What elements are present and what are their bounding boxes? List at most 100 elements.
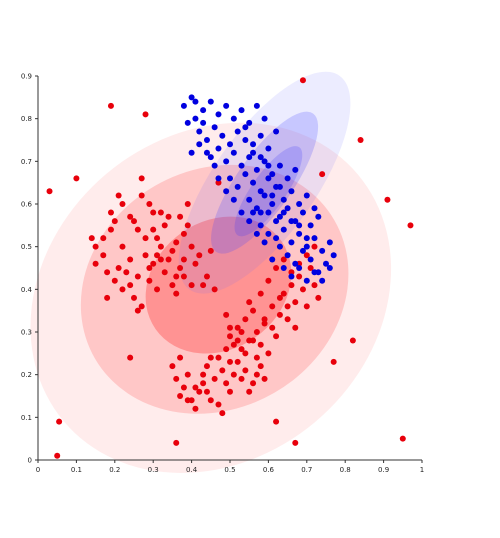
series-1-point-48 <box>246 196 253 203</box>
series-1-point-101 <box>311 205 318 212</box>
y-tick-label-0: 0 <box>28 457 32 465</box>
series-0-point-81 <box>203 273 210 280</box>
series-0-point-39 <box>184 201 191 207</box>
y-tick-label-1: 0.1 <box>21 414 32 422</box>
series-1-point-66 <box>319 247 326 254</box>
series-0-point-114 <box>303 252 310 259</box>
series-1-point-58 <box>257 222 264 229</box>
series-0-point-76 <box>165 256 172 263</box>
series-0-point-46 <box>154 286 161 293</box>
series-0-point-62 <box>177 213 184 220</box>
series-1-point-94 <box>257 209 264 216</box>
series-0-point-99 <box>280 290 287 297</box>
series-0-point-69 <box>100 252 107 259</box>
series-1-point-108 <box>192 98 199 105</box>
tick-labels: 0 0.1 0.2 0.3 0.4 0.5 0.6 0.7 0.8 0.9 1 0 0.1 0.2 0.3 0… <box>21 73 424 475</box>
series-0-point-107 <box>311 282 318 289</box>
y-tick-label-4: 0.4 <box>21 286 33 294</box>
series-0-point-137 <box>242 367 249 374</box>
series-0-point-131 <box>177 393 184 399</box>
series-0-point-60 <box>157 243 164 250</box>
series-0-point-115 <box>311 243 318 250</box>
series-0-point-119 <box>230 341 237 348</box>
series-1-point-17 <box>234 128 241 135</box>
series-0-point-13 <box>349 337 356 344</box>
series-0-point-127 <box>192 405 199 412</box>
series-1-point-91 <box>211 162 218 169</box>
series-0-point-125 <box>200 380 207 387</box>
series-0-point-12 <box>407 222 414 229</box>
series-0-point-19 <box>200 282 207 289</box>
series-0-point-84 <box>157 209 164 216</box>
series-0-point-75 <box>154 252 161 259</box>
series-1-point-29 <box>238 162 245 169</box>
series-0-point-56 <box>123 269 130 276</box>
series-1-point-74 <box>323 260 329 267</box>
series-1-point-45 <box>288 188 295 195</box>
series-1-point-2 <box>192 115 199 122</box>
series-1-point-4 <box>207 98 214 105</box>
series-0-point-32 <box>154 235 161 242</box>
series-0-point-67 <box>142 235 149 242</box>
series-1-point-51 <box>269 201 276 207</box>
series-1-point-9 <box>246 119 253 126</box>
series-0-point-163 <box>177 354 184 361</box>
series-0-point-118 <box>238 329 245 335</box>
series-0-point-160 <box>246 388 253 395</box>
series-1-point-67 <box>326 239 333 246</box>
series-0-point-49 <box>173 290 180 297</box>
series-1-point-30 <box>246 154 253 161</box>
series-0-point-31 <box>150 209 157 216</box>
series-1-point-109 <box>184 119 191 126</box>
series-1-point-24 <box>196 141 203 148</box>
series-0-point-4 <box>107 102 114 109</box>
series-1-point-53 <box>284 205 291 212</box>
series-1-point-14 <box>211 124 218 131</box>
series-0-point-98 <box>276 311 283 318</box>
series-0-point-51 <box>188 282 195 289</box>
series-0-point-43 <box>131 294 137 301</box>
series-0-point-159 <box>238 375 245 382</box>
series-0-point-61 <box>165 213 172 220</box>
series-0-point-58 <box>142 252 149 259</box>
series-1-point-62 <box>288 239 295 246</box>
series-1-point-31 <box>253 166 260 173</box>
series-0-point-70 <box>107 226 114 233</box>
series-1-point-71 <box>299 247 306 254</box>
series-0-point-92 <box>253 329 260 335</box>
series-0-point-156 <box>207 397 214 404</box>
x-tick-label-7: 0.7 <box>301 466 312 474</box>
series-0-point-45 <box>146 277 153 284</box>
series-1-point-106 <box>250 141 257 148</box>
series-0-point-0 <box>54 452 61 459</box>
series-0-point-1 <box>56 418 63 425</box>
series-1-point-22 <box>273 128 280 135</box>
series-0-point-7 <box>215 179 222 186</box>
series-1-point-47 <box>303 192 310 199</box>
series-0-point-158 <box>227 388 233 395</box>
series-1-point-25 <box>207 154 214 161</box>
series-1-point-7 <box>230 115 237 122</box>
series-1-point-77 <box>288 273 295 280</box>
y-tick-label-2: 0.2 <box>21 371 32 379</box>
series-0-point-21 <box>92 243 99 250</box>
series-0-point-66 <box>138 175 145 182</box>
series-1-point-33 <box>269 171 276 178</box>
series-1-point-81 <box>319 277 326 284</box>
series-0-point-17 <box>399 435 406 442</box>
series-0-point-141 <box>215 354 222 361</box>
series-0-point-89 <box>242 316 249 323</box>
series-0-point-91 <box>250 307 257 314</box>
series-0-point-136 <box>234 358 241 365</box>
density-ellipse-3 <box>178 71 351 294</box>
series-0-point-40 <box>188 243 195 250</box>
x-tick-label-8: 0.8 <box>340 466 351 474</box>
series-0-point-35 <box>169 247 176 254</box>
series-0-point-2 <box>46 188 53 195</box>
series-0-point-11 <box>384 196 391 203</box>
series-0-point-161 <box>253 371 260 378</box>
series-0-point-148 <box>261 316 268 323</box>
series-1-point-95 <box>265 209 272 216</box>
series-1-point-1 <box>180 102 187 109</box>
